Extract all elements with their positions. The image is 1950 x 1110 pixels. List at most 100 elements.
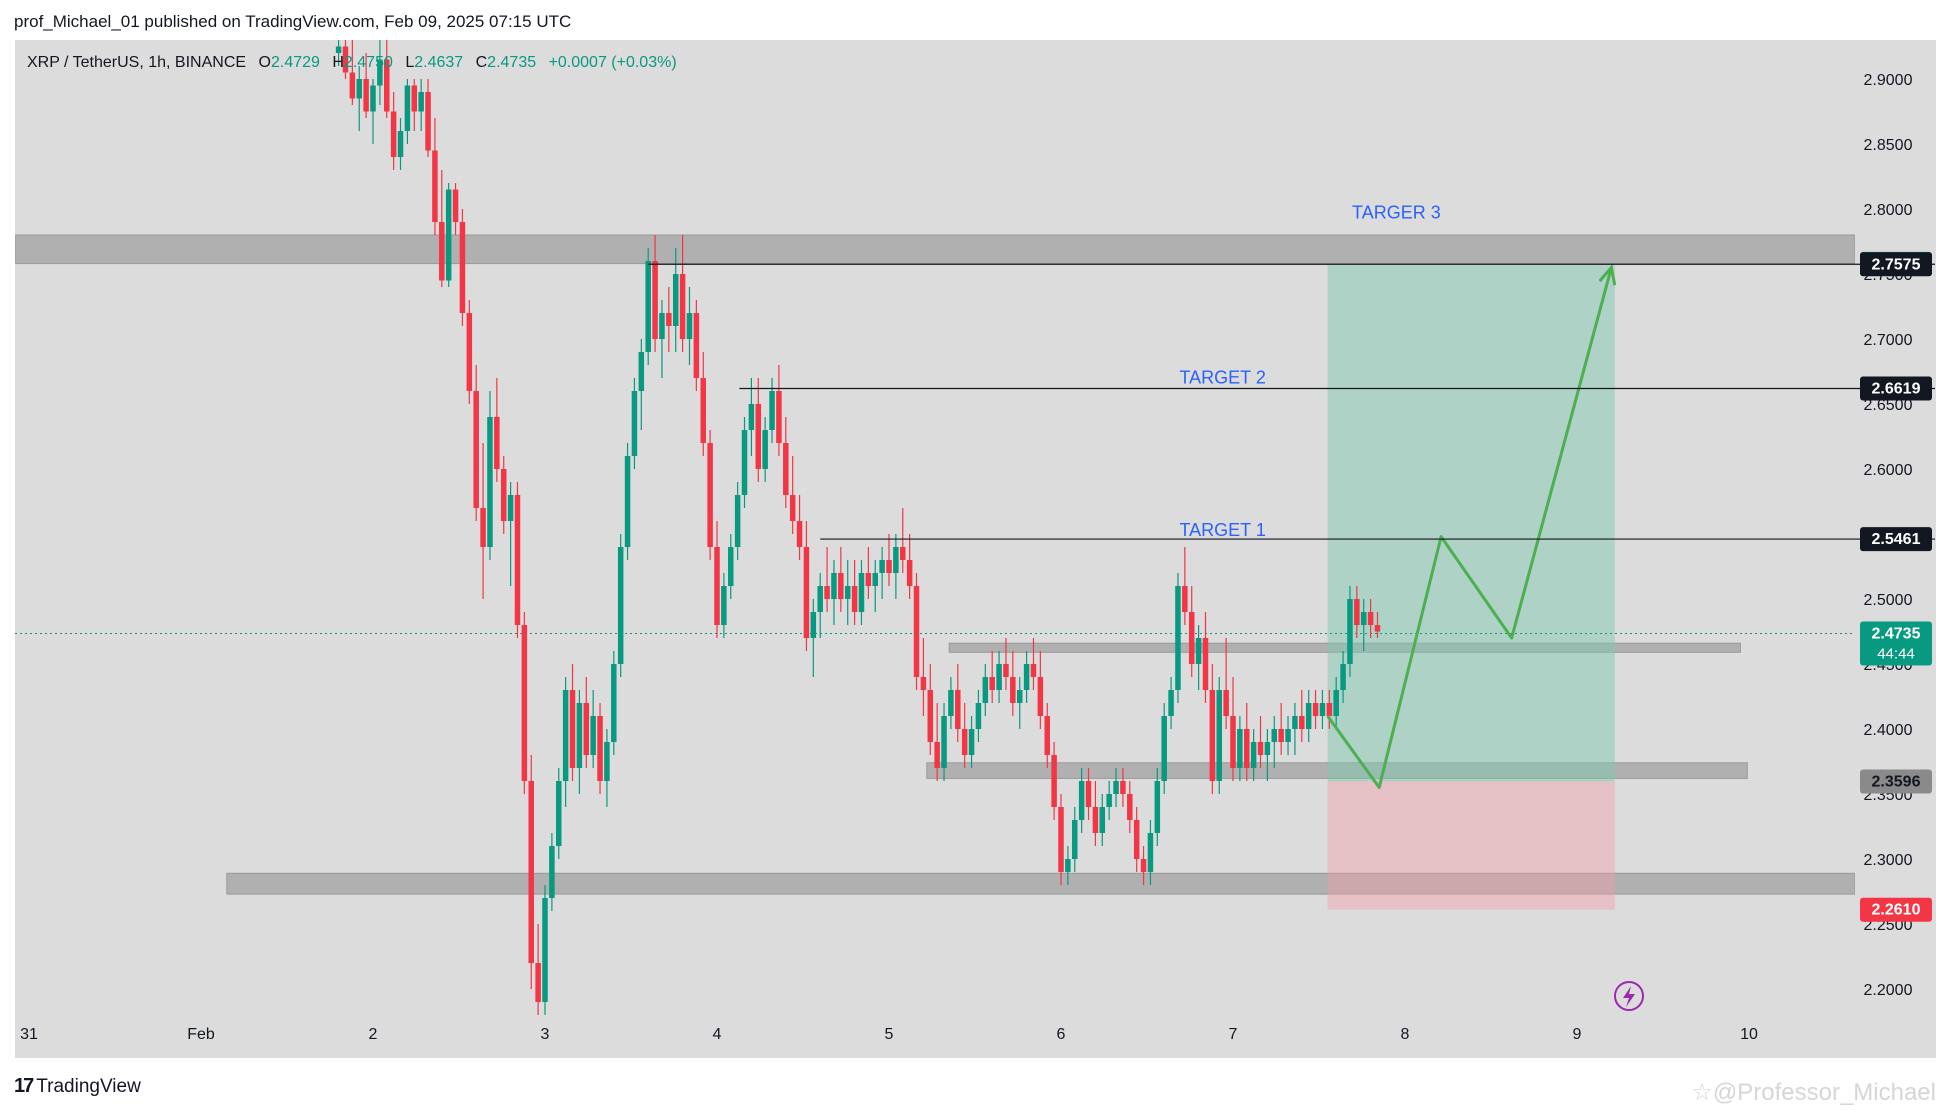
candle-body [631,391,638,456]
candle-body [404,85,411,131]
candle-body [562,690,569,781]
candle-body [370,85,376,112]
candle-body [1237,729,1243,768]
price-axis-badge-text: 2.6619 [1872,381,1921,398]
candle-body [714,547,720,625]
candle-body [535,963,541,1002]
candle-body [1003,664,1009,677]
candle-body [1326,703,1333,716]
time-tick-label: Feb [187,1026,215,1043]
candle-body [824,586,830,599]
high-label: H [332,54,344,71]
candle-body [948,690,954,716]
author-watermark: ☆@Professor_Michael [1691,1079,1936,1106]
candle-body [776,391,782,443]
candle-body [624,456,631,547]
candle-body [955,690,961,729]
candle-body [1078,781,1085,820]
candle-body [1340,664,1346,690]
lightning-icon [1614,981,1644,1011]
candle-body [521,625,528,781]
candle-body [1299,716,1305,729]
support-resistance-zone [226,872,1855,895]
candle-body [1120,781,1126,794]
candle-body [569,690,576,768]
lightning-icon-ring [1614,981,1644,1011]
candle-body [1347,599,1353,664]
candle-body [831,573,837,599]
price-axis-badge [1860,769,1932,794]
candle-body [1010,677,1016,703]
candle-body [1182,586,1188,612]
candle-body [411,85,418,112]
candle-body [1106,794,1112,807]
candle-body [1360,612,1367,625]
candle-body [418,92,424,112]
candle-body [1374,625,1381,632]
candle-body [1133,820,1140,859]
candle-body [741,430,748,495]
candle-body [1257,742,1264,755]
candle-body [576,703,583,768]
candle-body [1037,677,1044,716]
candle-body [473,391,479,508]
time-tick-label: 2 [369,1026,378,1043]
candle-body [542,898,548,1002]
candle-body [617,547,624,664]
position-profit-zone [1327,264,1615,782]
candle-body [645,261,651,352]
price-axis-badge [1860,527,1932,552]
candle-body [975,703,982,729]
candle-body [425,92,431,151]
time-tick-label: 10 [1740,1026,1758,1043]
candle-body [432,150,438,222]
candle-body [363,79,369,112]
close-label: C [475,54,488,71]
candle-body [1305,703,1312,729]
candle-body [1367,612,1374,625]
candle-body [1085,781,1092,807]
price-axis-badge-text: 2.7575 [1872,256,1921,273]
candle-body [934,742,940,768]
symbol-legend: XRP / TetherUS, 1h, BINANCE O2.4729 H2.4… [27,54,677,72]
candle-body [879,560,885,573]
time-tick-label: 7 [1229,1026,1238,1043]
high-value: 2.4750 [343,54,393,71]
candle-body [1140,859,1147,872]
time-tick-label: 9 [1573,1026,1582,1043]
price-axis-badge-text: 2.2610 [1872,902,1921,919]
candle-body [1044,716,1050,755]
candle-body [1092,807,1099,833]
candle-body [549,846,555,898]
candle-body [1175,586,1181,690]
tradingview-logo[interactable]: 17 TradingView [14,1075,141,1098]
price-axis-badge-text: 2.5461 [1872,531,1921,548]
price-tick-label: 2.6000 [1864,462,1913,479]
candle-body [1271,729,1278,742]
candle-body [459,222,466,313]
time-tick-label: 8 [1401,1026,1410,1043]
candle-body [1113,781,1119,794]
candle-body [679,274,686,339]
chart-area[interactable]: TARGER 3 TARGET 2 TARGET 1 2.9000 2.8500 2.80… [15,40,1936,1058]
candle-body [466,313,473,391]
candle-body [590,716,596,755]
candle-body [1312,703,1319,716]
countdown-text: 44:44 [1877,645,1915,662]
candle-body [920,677,927,690]
candle-body [494,417,500,469]
candle-body [913,586,920,677]
candle-body [659,313,665,339]
candle-body [1244,729,1250,768]
candle-body [900,547,906,560]
candle-body [1250,742,1257,768]
candle-body [769,391,775,430]
candle-body [817,586,823,612]
price-tick-label: 2.8500 [1864,137,1913,154]
price-axis-badge [1860,252,1932,277]
candle-body [858,573,865,612]
time-tick-label: 31 [20,1026,38,1043]
candle-body [480,508,486,547]
price-chart[interactable]: TARGER 3 TARGET 2 TARGET 1 2.9000 2.8500 2.80… [15,40,1936,1058]
candle-body [1168,690,1174,716]
